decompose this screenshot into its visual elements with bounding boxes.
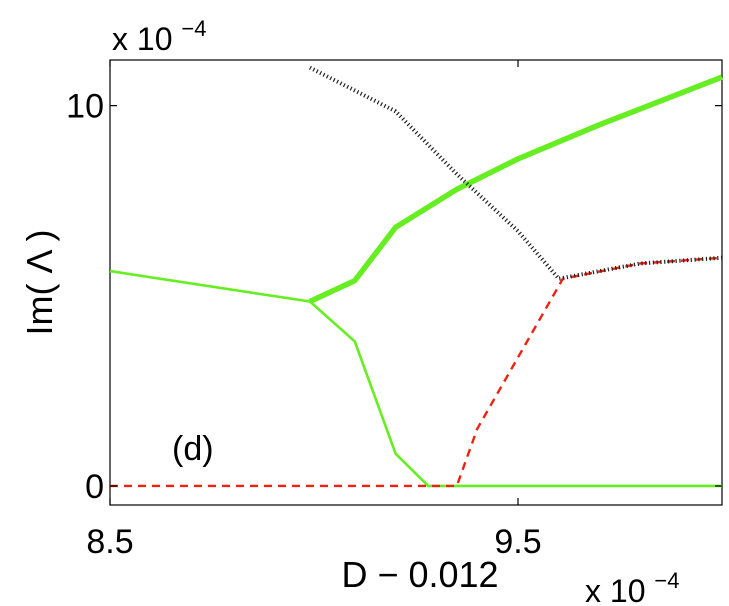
y-axis-label: Im( Λ )	[19, 229, 60, 335]
series-line-3	[309, 300, 722, 488]
series-line-2	[308, 74, 723, 305]
x-multiplier-exponent: −4	[654, 568, 679, 593]
y-multiplier-base: x 10	[112, 21, 172, 57]
x-axis-label: D − 0.012	[341, 554, 498, 595]
y-multiplier: x 10 −4	[112, 16, 206, 57]
svg-text:x 10 −4: x 10 −4	[585, 568, 679, 606]
axes-box	[109, 59, 723, 506]
x-multiplier-base: x 10	[585, 573, 645, 606]
y-tick-label: 0	[85, 468, 104, 506]
x-tick-label: 9.5	[494, 523, 541, 561]
y-multiplier-exponent: −4	[181, 16, 206, 41]
series-line-1	[109, 269, 311, 303]
series-line-5	[309, 65, 723, 281]
tick-layer: 8.5 9.5 0 10	[66, 60, 722, 561]
series-layer	[109, 65, 723, 488]
y-tick-label: 10	[66, 88, 104, 126]
annotation-label: (d)	[172, 430, 214, 468]
svg-text:x 10 −4: x 10 −4	[112, 16, 206, 57]
series-line-4	[110, 256, 723, 488]
plot-area: 8.5 9.5 0 10	[66, 59, 723, 561]
x-tick-label: 8.5	[86, 523, 133, 561]
x-multiplier: x 10 −4	[585, 568, 679, 606]
